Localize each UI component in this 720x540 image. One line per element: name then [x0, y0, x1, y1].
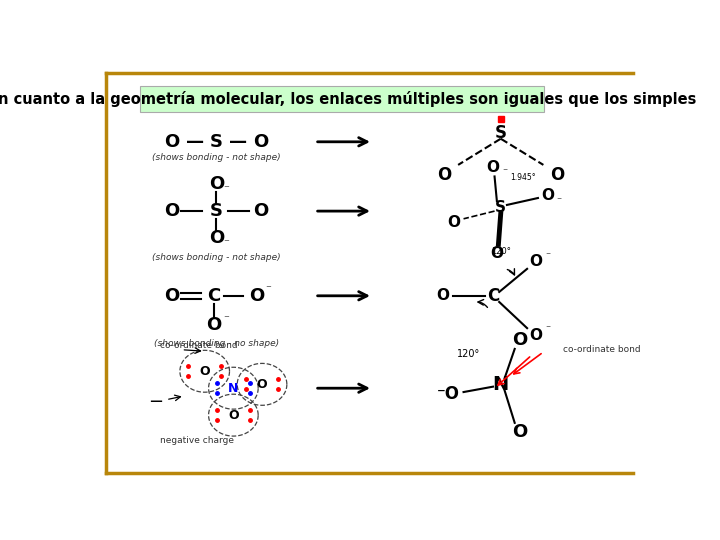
- Text: ⁻: ⁻: [265, 285, 271, 295]
- Text: O: O: [541, 188, 554, 203]
- Text: ⁻: ⁻: [503, 167, 508, 178]
- Text: co-ordinate bond: co-ordinate bond: [563, 345, 640, 354]
- Text: 120°: 120°: [456, 348, 480, 359]
- Text: O: O: [490, 246, 503, 261]
- Text: ⁻: ⁻: [545, 251, 550, 261]
- Text: C: C: [487, 287, 499, 305]
- Text: ⁻: ⁻: [557, 196, 562, 206]
- Text: (shows bonding - not shape): (shows bonding - not shape): [152, 153, 281, 161]
- Text: O: O: [487, 160, 500, 175]
- Text: (shows bonding - no shape): (shows bonding - no shape): [154, 339, 279, 348]
- Text: S: S: [495, 200, 506, 215]
- Text: C: C: [207, 287, 220, 305]
- Text: ⁻: ⁻: [223, 185, 229, 194]
- Text: ⁻: ⁻: [223, 314, 229, 324]
- Text: N: N: [492, 375, 509, 394]
- Text: O: O: [529, 254, 542, 268]
- Text: O: O: [529, 328, 542, 343]
- Text: O: O: [448, 215, 461, 230]
- Text: S: S: [210, 202, 222, 220]
- Text: O: O: [253, 202, 268, 220]
- Text: O: O: [257, 378, 267, 391]
- Text: O: O: [437, 166, 451, 184]
- Text: ⁻: ⁻: [223, 239, 229, 248]
- Text: O: O: [253, 133, 268, 151]
- Text: O: O: [550, 166, 564, 184]
- Text: O: O: [228, 409, 239, 422]
- Text: −: −: [148, 393, 163, 411]
- Text: O: O: [209, 229, 224, 247]
- Text: O: O: [513, 423, 528, 441]
- Text: S: S: [210, 133, 222, 151]
- Text: ⁻O: ⁻O: [436, 384, 459, 403]
- Text: O: O: [199, 364, 210, 378]
- Text: O: O: [163, 287, 179, 305]
- Text: O: O: [436, 288, 449, 303]
- Text: ⁻: ⁻: [545, 325, 550, 335]
- Text: N: N: [228, 382, 238, 395]
- Text: —: —: [186, 133, 204, 151]
- Text: O: O: [249, 287, 264, 305]
- Text: O: O: [209, 175, 224, 193]
- Text: O: O: [163, 202, 179, 220]
- Text: S: S: [495, 124, 507, 141]
- Text: En cuanto a la geometría molecular, los enlaces múltiples son iguales que los si: En cuanto a la geometría molecular, los …: [0, 91, 696, 107]
- Text: negative charge: negative charge: [160, 436, 234, 445]
- Text: 1.945°: 1.945°: [510, 173, 536, 183]
- Text: 120°: 120°: [491, 247, 510, 255]
- FancyBboxPatch shape: [140, 85, 544, 112]
- Text: co-ordinate bond: co-ordinate bond: [160, 341, 238, 350]
- Text: O: O: [513, 330, 528, 349]
- Text: O: O: [163, 133, 179, 151]
- Text: —: —: [229, 133, 247, 151]
- Text: (shows bonding - not shape): (shows bonding - not shape): [152, 253, 281, 262]
- Text: O: O: [207, 316, 222, 334]
